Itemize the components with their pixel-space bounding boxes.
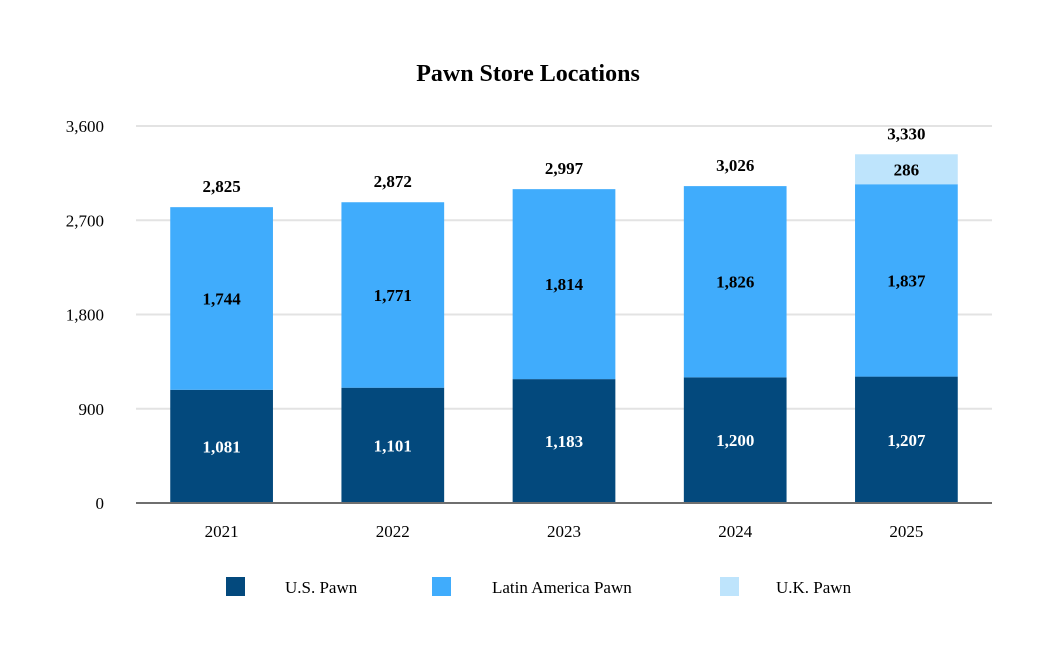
bar-segment [341, 387, 445, 503]
segment-value-label: 1,207 [887, 431, 926, 450]
x-axis: 2021 2022 2023 2024 2025 [136, 502, 992, 541]
bar-segment [683, 377, 787, 503]
chart-title: Pawn Store Locations [416, 61, 640, 87]
legend-swatch [720, 577, 739, 596]
x-tick-label: 2025 [889, 522, 923, 541]
segment-value-label: 1,101 [374, 436, 412, 455]
legend-label: U.S. Pawn [285, 578, 358, 597]
bar-segment [170, 207, 273, 390]
y-tick-label: 900 [79, 400, 105, 419]
bar-segment [512, 379, 616, 503]
bar-segment [855, 376, 958, 503]
y-tick-label: 2,700 [66, 211, 104, 230]
segment-value-label: 1,814 [545, 275, 584, 294]
x-tick-label: 2024 [718, 522, 753, 541]
segment-value-label: 1,183 [545, 432, 583, 451]
segment-value-label: 1,200 [716, 431, 754, 450]
bar-segment [341, 202, 445, 388]
segment-value-label: 1,826 [716, 273, 754, 292]
total-value-label: 3,026 [716, 156, 754, 175]
x-tick-label: 2023 [547, 522, 581, 541]
segment-value-label: 1,744 [202, 289, 241, 308]
legend-label: Latin America Pawn [492, 578, 632, 597]
legend-swatch [432, 577, 451, 596]
bar-segment [683, 186, 787, 378]
x-tick-label: 2022 [376, 522, 410, 541]
bars: 1,081 1,744 2,825 1,101 1,771 2,872 1,183 1,814… [170, 124, 958, 503]
x-tick-label: 2021 [205, 522, 239, 541]
segment-value-label: 286 [894, 160, 920, 179]
bar-segment [855, 154, 958, 185]
y-axis: 0 900 1,800 2,700 3,600 [66, 117, 104, 513]
legend-swatch [226, 577, 245, 596]
y-tick-label: 0 [96, 494, 105, 513]
total-value-label: 2,872 [374, 172, 412, 191]
bar-segment [855, 184, 958, 377]
y-tick-label: 1,800 [66, 306, 104, 325]
segment-value-label: 1,771 [374, 286, 412, 305]
segment-value-label: 1,837 [887, 271, 926, 290]
total-value-label: 2,997 [545, 159, 584, 178]
bar-segment [512, 189, 616, 380]
total-value-label: 2,825 [202, 177, 240, 196]
legend: U.S. Pawn Latin America Pawn U.K. Pawn [226, 577, 852, 597]
total-value-label: 3,330 [887, 124, 925, 143]
segment-value-label: 1,081 [202, 437, 240, 456]
y-tick-label: 3,600 [66, 117, 104, 136]
legend-label: U.K. Pawn [776, 578, 852, 597]
bar-segment [170, 389, 273, 503]
